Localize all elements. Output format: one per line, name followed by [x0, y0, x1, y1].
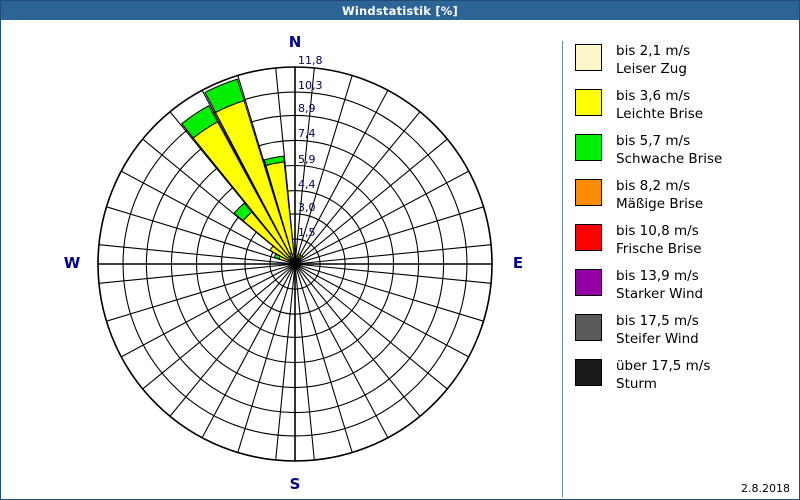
legend-speed: bis 5,7 m/s — [616, 133, 691, 149]
legend-label: über 17,5 m/s Sturm — [616, 357, 710, 393]
compass-label-west: W — [63, 254, 81, 272]
radial-tick-label: 8,9 — [298, 102, 316, 116]
radial-tick-label: 4,4 — [298, 177, 316, 191]
radial-tick-label: 7,4 — [298, 127, 316, 141]
legend-divider — [562, 41, 563, 497]
legend-swatch — [575, 359, 602, 386]
compass-label-south: S — [289, 475, 301, 493]
legend-speed: bis 13,9 m/s — [616, 268, 699, 284]
legend-speed: über 17,5 m/s — [616, 358, 711, 374]
legend-item[interactable]: bis 3,6 m/s Leichte Brise — [575, 87, 790, 125]
windrose-plot — [97, 66, 493, 462]
legend-item[interactable]: bis 17,5 m/s Steifer Wind — [575, 312, 790, 350]
radial-tick-label: 10,3 — [298, 79, 323, 93]
legend-label: bis 2,1 m/s Leiser Zug — [616, 42, 690, 78]
legend-label: bis 13,9 m/s Starker Wind — [616, 267, 703, 303]
legend-item[interactable]: bis 10,8 m/s Frische Brise — [575, 222, 790, 260]
legend-description: Sturm — [616, 376, 657, 393]
legend-description: Starker Wind — [616, 286, 704, 303]
legend-item[interactable]: bis 2,1 m/s Leiser Zug — [575, 42, 790, 80]
legend-label: bis 10,8 m/s Frische Brise — [616, 222, 702, 258]
polar-axes — [97, 66, 493, 462]
legend-swatch — [575, 89, 602, 116]
legend-speed: bis 3,6 m/s — [616, 88, 691, 104]
radial-tick-label: 3,0 — [298, 200, 316, 214]
legend: bis 2,1 m/s Leiser Zug bis 3,6 m/s Leichte … — [575, 42, 790, 402]
chart-canvas: N E S W 1,5 3,0 4,4 5,9 7,4 8,9 10,3 11,8 bis 2… — [2, 20, 798, 499]
legend-description: Leichte Brise — [616, 106, 704, 123]
legend-description: Steifer Wind — [616, 331, 699, 348]
legend-description: Schwache Brise — [616, 151, 723, 168]
radial-tick-label: 11,8 — [298, 54, 323, 67]
legend-item[interactable]: über 17,5 m/s Sturm — [575, 357, 790, 395]
legend-item[interactable]: bis 13,9 m/s Starker Wind — [575, 267, 790, 305]
compass-label-east: E — [512, 254, 524, 272]
legend-swatch — [575, 314, 602, 341]
legend-label: bis 17,5 m/s Steifer Wind — [616, 312, 699, 348]
radial-tick-label: 5,9 — [298, 152, 316, 166]
legend-description: Leiser Zug — [616, 61, 687, 78]
radial-tick-label: 1,5 — [298, 225, 316, 239]
legend-speed: bis 17,5 m/s — [616, 313, 699, 329]
legend-label: bis 5,7 m/s Schwache Brise — [616, 132, 722, 168]
legend-item[interactable]: bis 8,2 m/s Mäßige Brise — [575, 177, 790, 215]
legend-speed: bis 10,8 m/s — [616, 223, 699, 239]
date-stamp: 2.8.2018 — [741, 482, 790, 495]
legend-label: bis 3,6 m/s Leichte Brise — [616, 87, 703, 123]
legend-label: bis 8,2 m/s Mäßige Brise — [616, 177, 703, 213]
legend-swatch — [575, 134, 602, 161]
legend-swatch — [575, 269, 602, 296]
legend-description: Frische Brise — [616, 241, 702, 258]
legend-description: Mäßige Brise — [616, 196, 704, 213]
wind-petals — [181, 78, 305, 266]
legend-swatch — [575, 44, 602, 71]
legend-swatch — [575, 179, 602, 206]
window-title: Windstatistik [%] — [342, 3, 458, 18]
legend-speed: bis 2,1 m/s — [616, 43, 691, 59]
legend-item[interactable]: bis 5,7 m/s Schwache Brise — [575, 132, 790, 170]
legend-speed: bis 8,2 m/s — [616, 178, 691, 194]
window-titlebar: Windstatistik [%] — [1, 1, 799, 20]
compass-label-north: N — [288, 33, 302, 51]
legend-swatch — [575, 224, 602, 251]
